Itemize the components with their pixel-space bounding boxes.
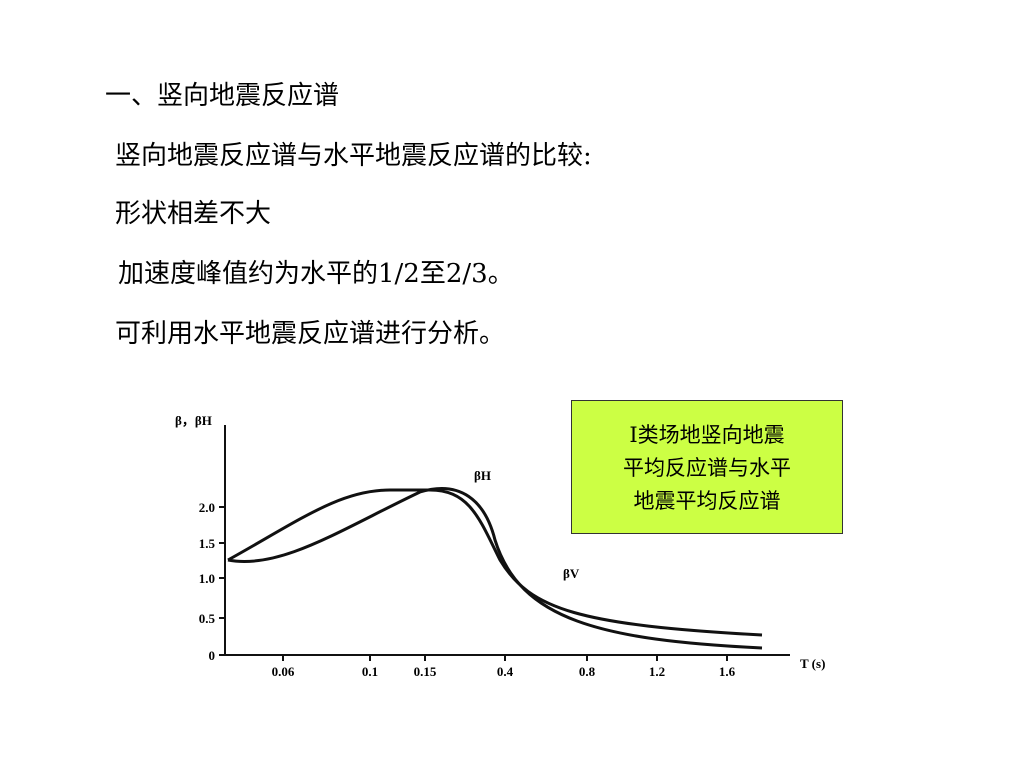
x-axis-label: T (s) [800, 656, 825, 671]
caption-line: 地震平均反应谱 [633, 489, 781, 513]
x-tick-label: 0.1 [362, 664, 378, 679]
caption-line: Ⅰ类场地竖向地震 [629, 423, 785, 447]
text-line: 加速度峰值约为水平的1/2至2/3。 [118, 259, 514, 289]
heading: 一、竖向地震反应谱 [105, 81, 340, 111]
y-tick-label: 1.5 [199, 536, 216, 551]
x-tick-label: 1.2 [649, 664, 665, 679]
y-tick-label: 2.0 [199, 500, 215, 515]
text-line: 可利用水平地震反应谱进行分析。 [115, 319, 506, 349]
x-tick-label: 0.8 [579, 664, 596, 679]
y-tick-label: 0 [209, 648, 216, 663]
y-tick-label: 1.0 [199, 571, 215, 586]
curve-v [227, 488, 763, 637]
curve-label: βV [563, 566, 580, 581]
caption-line: 平均反应谱与水平 [623, 456, 791, 480]
y-axis-label: β，βH [175, 413, 212, 428]
x-tick-label: 1.6 [719, 664, 736, 679]
text-line: 竖向地震反应谱与水平地震反应谱的比较: [115, 141, 592, 171]
curve-h [227, 487, 763, 650]
text-line: 形状相差不大 [115, 199, 272, 229]
caption-box: Ⅰ类场地竖向地震 平均反应谱与水平 地震平均反应谱 [571, 400, 843, 534]
x-tick-label: 0.06 [272, 664, 295, 679]
y-tick-label: 0.5 [199, 611, 216, 626]
x-tick-label: 0.4 [497, 664, 514, 679]
curve-label: βH [474, 468, 491, 483]
x-tick-label: 0.15 [414, 664, 437, 679]
